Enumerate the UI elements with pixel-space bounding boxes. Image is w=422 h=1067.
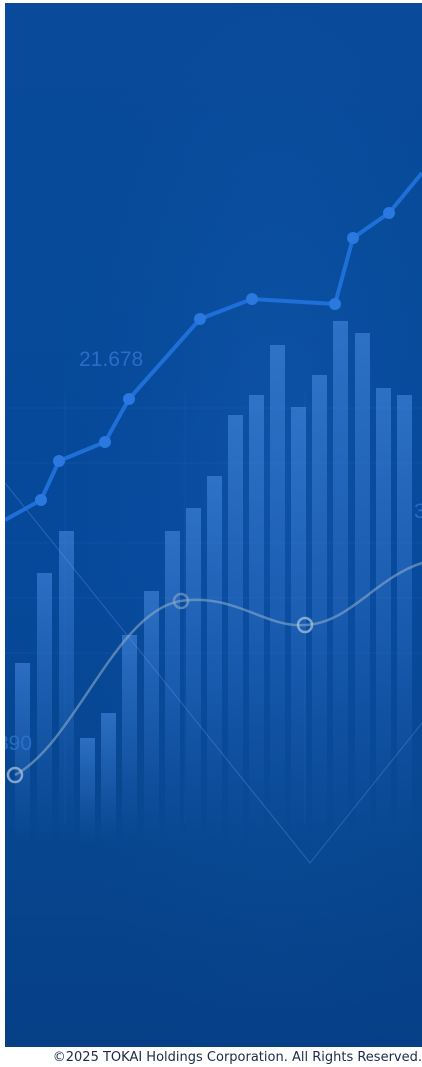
label-left: 390 [5,732,32,755]
wave-point [6,766,24,784]
diagonal-lines [5,482,422,864]
wave-point [296,616,314,634]
label-top: 21.678 [79,348,143,371]
footer: ©2025 TOKAI Holdings Corporation. All Ri… [0,1047,422,1067]
rising-line-points [35,207,395,506]
label-right: 3 [414,500,422,523]
copyright-text: ©2025 TOKAI Holdings Corporation. All Ri… [52,1050,422,1065]
wave-line [14,561,422,777]
hero-background-image: 21.678 390 3 [5,3,422,1047]
bar-series [15,321,412,843]
chart-illustration: 21.678 390 3 [5,3,422,1047]
wave-point [172,592,190,610]
